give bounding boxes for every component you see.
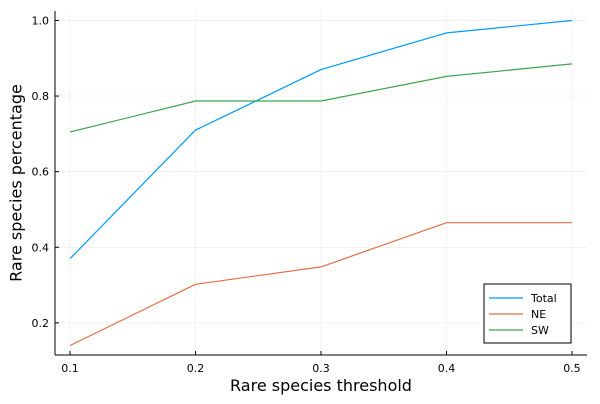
y-tick-label: 0.4: [32, 241, 50, 254]
x-axis-title: Rare species threshold: [230, 376, 412, 395]
series-line-total: [69, 19, 572, 260]
legend-label-sw: SW: [531, 324, 549, 337]
y-tick-label: 0.8: [32, 90, 50, 103]
series-lines: [69, 19, 572, 347]
x-tick-label: 0.3: [312, 362, 330, 375]
tick-labels: 0.1 0.2 0.3 0.4 0.5 0.2 0.4 0.6 0.8 1.0: [32, 14, 581, 375]
x-tick-label: 0.5: [563, 362, 581, 375]
grid-lines: [55, 11, 587, 355]
y-tick-label: 1.0: [32, 14, 50, 27]
legend-label-ne: NE: [531, 308, 546, 321]
series-line-ne: [69, 222, 572, 347]
legend-label-total: Total: [530, 292, 557, 305]
y-tick-label: 0.2: [32, 317, 50, 330]
y-axis-title: Rare species percentage: [7, 84, 26, 282]
x-tick-label: 0.2: [187, 362, 205, 375]
y-tick-label: 0.6: [32, 166, 50, 179]
x-tick-label: 0.1: [61, 362, 79, 375]
x-tick-label: 0.4: [438, 362, 456, 375]
legend: Total NE SW: [483, 283, 572, 344]
axes: [54, 11, 587, 356]
series-line-sw: [69, 63, 572, 133]
